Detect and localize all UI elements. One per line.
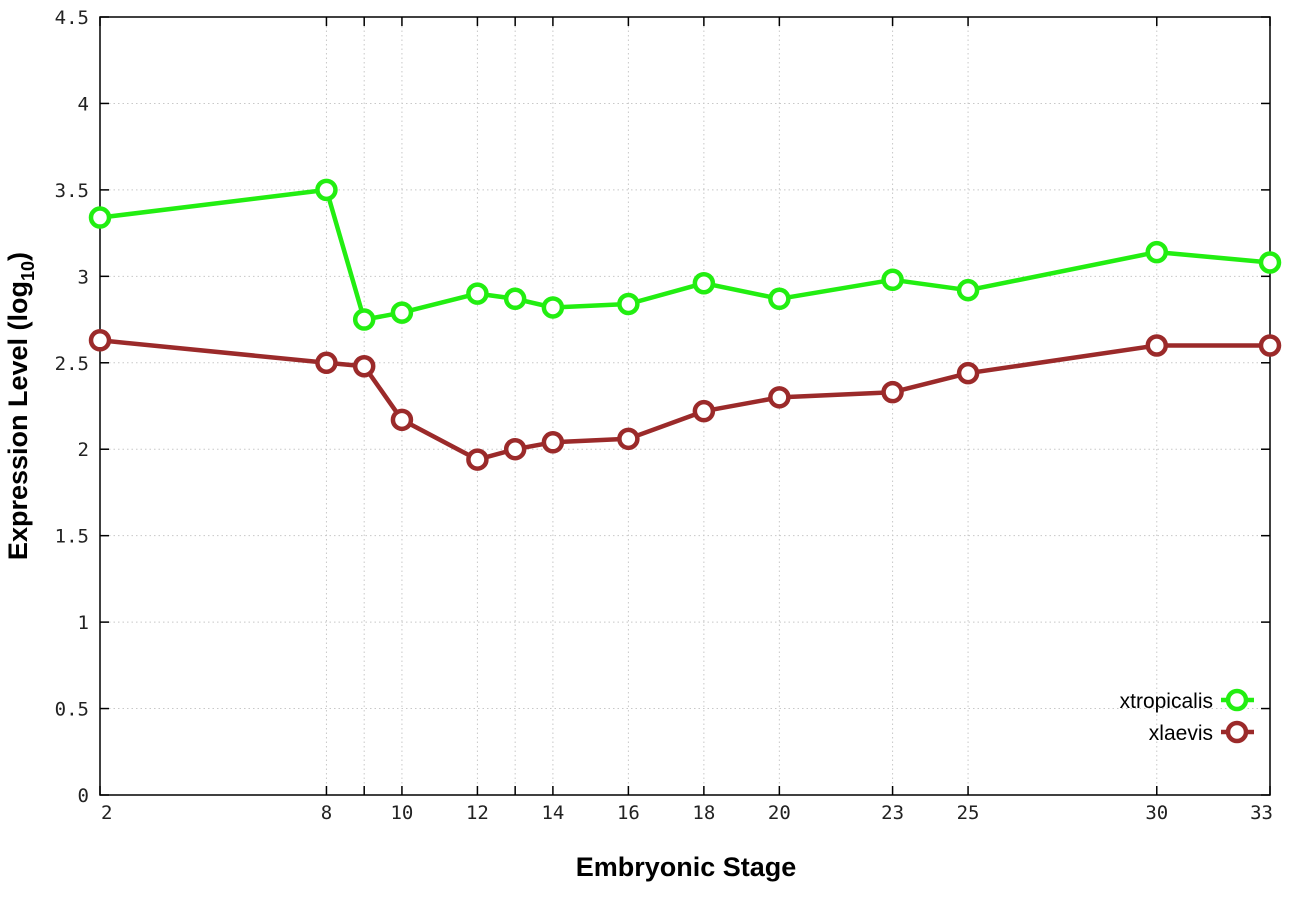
data-point-xlaevis: [617, 427, 640, 451]
grid: [100, 17, 1270, 795]
data-point-xtropicalis: [768, 287, 791, 311]
x-tick-label: 14: [541, 802, 564, 824]
data-point-xtropicalis: [692, 271, 716, 295]
x-tick-label: 25: [957, 802, 980, 824]
x-tick-label: 20: [768, 802, 791, 824]
data-point-xlaevis: [881, 380, 904, 404]
y-tick-label: 2.5: [55, 353, 89, 375]
y-tick-label: 0: [78, 785, 89, 807]
data-point-xlaevis: [88, 329, 112, 352]
x-tick-label: 12: [466, 802, 489, 824]
legend-label-xlaevis: xlaevis: [1149, 722, 1213, 745]
y-axis-title-close: ): [3, 252, 33, 261]
legend-label-xtropicalis: xtropicalis: [1120, 690, 1213, 713]
series-line-xlaevis: [99, 338, 1270, 462]
data-point-xlaevis: [692, 399, 716, 423]
data-point-xtropicalis: [1258, 251, 1282, 274]
y-tick-label: 1: [78, 612, 89, 634]
x-tick-label: 23: [881, 802, 904, 824]
y-tick-label: 1.5: [55, 526, 89, 548]
legend-marker-xlaevis: [1225, 720, 1249, 744]
data-point-xlaevis: [541, 431, 565, 454]
data-point-xlaevis: [1258, 334, 1282, 357]
data-point-xtropicalis: [881, 268, 904, 292]
y-tick-label: 4.5: [55, 7, 89, 29]
data-point-xlaevis: [352, 354, 376, 378]
data-point-xtropicalis: [466, 282, 489, 305]
data-point-xlaevis: [390, 408, 414, 432]
x-tick-label: 30: [1145, 802, 1168, 824]
x-tick-label: 2: [101, 802, 112, 824]
data-point-xtropicalis: [88, 206, 112, 229]
y-tick-label: 3.5: [55, 180, 89, 202]
plot-frame: [99, 16, 1271, 796]
series-line-xtropicalis: [99, 187, 1271, 322]
y-axis-title: Expression Level (log10): [3, 252, 38, 560]
data-point-xtropicalis: [503, 287, 527, 311]
y-tick-label: 3: [78, 266, 89, 288]
y-tick-label: 0.5: [55, 699, 89, 721]
x-tick-label: 33: [1250, 802, 1273, 824]
data-point-xtropicalis: [352, 308, 376, 331]
x-tick-label: 8: [321, 802, 332, 824]
data-point-xlaevis: [466, 448, 489, 471]
data-point-xlaevis: [315, 351, 338, 375]
data-point-xlaevis: [768, 386, 791, 409]
x-tick-label: 16: [617, 802, 640, 824]
y-axis-title-subscript: 10: [18, 261, 38, 281]
x-tick-label: 10: [390, 802, 413, 824]
data-point-xtropicalis: [390, 301, 414, 324]
x-tick-label: 18: [692, 802, 715, 824]
y-tick-label: 2: [78, 439, 89, 461]
data-point-xtropicalis: [541, 296, 565, 319]
data-point-xtropicalis: [617, 292, 640, 316]
y-tick-label: 4: [78, 93, 89, 115]
data-point-xlaevis: [956, 361, 980, 385]
y-axis-title-main: Expression Level (log: [3, 281, 33, 560]
data-point-xtropicalis: [1145, 240, 1169, 264]
x-axis-title: Embryonic Stage: [576, 852, 797, 882]
series-layer: [88, 178, 1282, 471]
data-point-xlaevis: [503, 437, 527, 461]
data-point-xtropicalis: [315, 178, 338, 202]
data-point-xlaevis: [1145, 334, 1169, 357]
legend-marker-xtropicalis: [1225, 688, 1249, 712]
data-point-xtropicalis: [956, 278, 980, 302]
legend: xtropicalis xlaevis: [1120, 688, 1254, 745]
axis-ticks: 0 0.5 1 1.5 2 2.5 3 3.5 4 4.5 2 8 10 12 14 16 18 20 23 25 30…: [55, 7, 1273, 824]
